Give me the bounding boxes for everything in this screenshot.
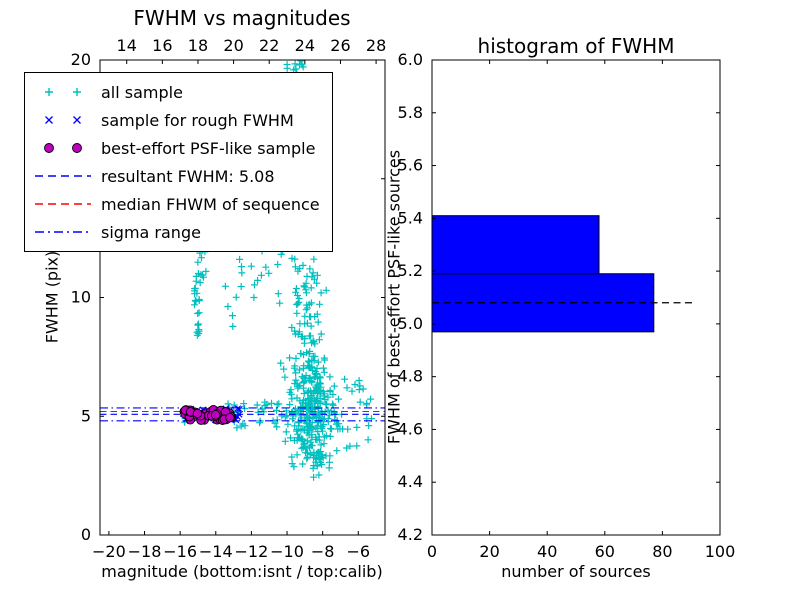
x-legend-icon [45, 116, 81, 124]
right-plot-ylabel: FWHM of best-effort PSF-like sources [384, 149, 404, 445]
legend: all sample sample for rough FWHM best-effo… [24, 72, 333, 252]
legend-entry: best-effort PSF-like sample [33, 134, 320, 162]
tick-label: 4.2 [398, 525, 423, 544]
tick-label: 26 [330, 36, 350, 55]
legend-label: median FHWM of sequence [101, 194, 320, 214]
tick-label: −12 [235, 542, 269, 561]
tick-label: 6.0 [398, 50, 423, 69]
legend-entry: sigma range [33, 218, 320, 246]
tick-marks [100, 59, 721, 536]
tick-label: 0 [427, 542, 437, 561]
tick-label: 5.8 [398, 103, 423, 122]
plus-legend-icon [45, 88, 81, 96]
dashed-line-legend-icon [35, 203, 91, 205]
tick-label: 80 [652, 542, 672, 561]
tick-label: 4.8 [398, 367, 423, 386]
tick-label: −6 [346, 542, 370, 561]
tick-label: 60 [595, 542, 615, 561]
tick-label: 100 [705, 542, 736, 561]
tick-label: 0 [81, 525, 91, 544]
tick-label: 10 [71, 288, 91, 307]
legend-entry: all sample [33, 78, 320, 106]
histogram-bar [431, 215, 600, 275]
tick-label: 20 [71, 50, 91, 69]
right-plot-xlabel: number of sources [501, 562, 651, 581]
tick-label: 4.4 [398, 472, 423, 491]
tick-label: −20 [92, 542, 126, 561]
tick-label: 22 [259, 36, 279, 55]
tick-label: 5.4 [398, 208, 423, 227]
legend-label: best-effort PSF-like sample [101, 138, 316, 158]
tick-label: −8 [311, 542, 335, 561]
tick-label: 40 [537, 542, 557, 561]
tick-label: −14 [199, 542, 233, 561]
tick-label: 16 [152, 36, 172, 55]
right-axes-frame [431, 59, 721, 536]
dashdot-line-legend-icon [35, 231, 91, 233]
tick-label: 5 [81, 406, 91, 425]
legend-label: resultant FWHM: 5.08 [101, 166, 275, 186]
tick-label: 20 [223, 36, 243, 55]
dashed-line-legend-icon [35, 175, 91, 177]
legend-entry: resultant FWHM: 5.08 [33, 162, 320, 190]
legend-label: sigma range [101, 222, 201, 242]
tick-label: −16 [163, 542, 197, 561]
tick-labels: −20 −18 −16 −14 −12 −10 −8 −6 14 16 18 20 22 24 26 28 0 5… [71, 36, 736, 561]
tick-label: 24 [295, 36, 315, 55]
legend-label: all sample [101, 82, 183, 102]
legend-label: sample for rough FWHM [101, 110, 294, 130]
tick-label: 4.6 [398, 419, 423, 438]
legend-entry: sample for rough FWHM [33, 106, 320, 134]
tick-label: −18 [128, 542, 162, 561]
legend-entry: median FHWM of sequence [33, 190, 320, 218]
tick-label: 5.6 [398, 156, 423, 175]
circle-legend-icon [44, 143, 82, 153]
left-plot-ylabel: FWHM (pix) [42, 250, 62, 344]
tick-label: 14 [117, 36, 137, 55]
tick-label: 20 [479, 542, 499, 561]
tick-label: 18 [188, 36, 208, 55]
left-plot-title: FWHM vs magnitudes [133, 6, 351, 30]
tick-label: −10 [270, 542, 304, 561]
scatter-series-circle [179, 404, 237, 426]
tick-label: 28 [366, 36, 386, 55]
tick-label: 5.2 [398, 261, 423, 280]
left-plot-xlabel: magnitude (bottom:isnt / top:calib) [101, 562, 383, 581]
tick-label: 5.0 [398, 314, 423, 333]
right-plot-title: histogram of FWHM [477, 34, 675, 58]
